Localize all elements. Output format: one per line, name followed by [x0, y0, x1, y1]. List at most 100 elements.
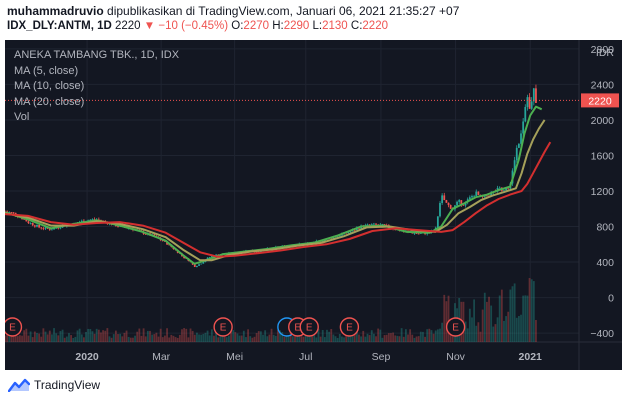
volume-bar	[415, 336, 418, 342]
legend-title: ANEKA TAMBANG TBK., 1D, IDX	[14, 49, 180, 61]
volume-bar	[193, 334, 196, 342]
legend-vol[interactable]: Vol	[14, 111, 30, 123]
legend-ma5[interactable]: MA (5, close)	[14, 64, 79, 77]
earnings-marker[interactable]: E	[445, 317, 466, 337]
volume-bar	[398, 336, 401, 342]
volume-bar	[253, 336, 256, 342]
volume-bar	[381, 337, 384, 342]
ma10-line	[5, 119, 546, 262]
volume-bar	[494, 324, 497, 342]
volume-bar	[317, 328, 320, 342]
volume-bar	[364, 336, 367, 342]
volume-bar	[259, 331, 262, 342]
volume-bar	[330, 328, 333, 342]
earnings-marker-circle	[299, 317, 319, 337]
volume-bar	[490, 305, 493, 342]
volume-bar	[426, 329, 429, 342]
volume-bar	[336, 337, 339, 342]
volume-bar	[6, 329, 9, 342]
volume-bar	[332, 334, 335, 342]
volume-bar	[129, 337, 132, 342]
candle-body	[383, 224, 386, 226]
volume-bar	[87, 328, 90, 342]
last-price: 2220	[115, 20, 141, 32]
earnings-marker[interactable]: E	[5, 317, 23, 337]
volume-bar	[277, 329, 279, 342]
legend-ma20[interactable]: MA (20, close)	[14, 95, 85, 108]
chart-legend: ANEKA TAMBANG TBK., 1D, IDX MA (5, close…	[14, 48, 179, 126]
volume-bar	[500, 289, 503, 342]
volume-bar	[155, 332, 158, 342]
earnings-marker[interactable]: E	[299, 317, 319, 337]
earnings-marker[interactable]: E	[339, 317, 360, 337]
low-value: 2130	[322, 20, 348, 32]
volume-bar	[240, 335, 243, 342]
volume-bar	[481, 309, 484, 342]
legend-ma10[interactable]: MA (10, close)	[14, 80, 85, 92]
low-label: L:	[312, 20, 323, 32]
volume-bar	[217, 337, 220, 342]
volume-bar	[358, 334, 360, 342]
grid-lines	[5, 40, 622, 370]
volume-bar	[93, 333, 96, 342]
volume-bar	[29, 331, 32, 342]
candle-body	[80, 220, 83, 223]
volume-bar	[520, 314, 522, 342]
volume-bar	[106, 328, 109, 342]
volume-bar	[413, 337, 416, 342]
volume-bar	[498, 295, 501, 342]
candle-body	[415, 233, 418, 234]
candle-body	[40, 227, 43, 229]
volume-bar	[436, 329, 439, 342]
volume-bar	[95, 328, 98, 342]
volume-bar	[189, 328, 192, 342]
time-axis[interactable]: 2020 Mar Mei Jul Sep Nov 2021	[75, 351, 542, 363]
candle-body	[475, 191, 478, 196]
volume-bar	[85, 331, 87, 342]
volume-bar	[298, 332, 301, 342]
candle-body	[458, 200, 461, 202]
x-tick-label: Nov	[446, 351, 465, 363]
candle-body	[372, 223, 375, 225]
volume-bar	[466, 328, 469, 342]
candle-body	[208, 257, 211, 258]
volume-bar	[304, 330, 307, 342]
candle-body	[200, 263, 203, 265]
candle-body	[14, 212, 17, 215]
candle-body	[198, 264, 200, 266]
candle-body	[44, 227, 47, 229]
volume-bar	[468, 308, 471, 342]
volume-bar	[530, 279, 533, 342]
volume-bar	[355, 330, 358, 342]
volume-bar	[236, 333, 239, 342]
earnings-marker[interactable]: E	[213, 317, 233, 337]
footer: TradingView	[8, 375, 100, 395]
volume-bar	[164, 335, 166, 342]
volume-bar	[215, 330, 218, 342]
volume-bar	[40, 336, 43, 342]
volume-bar	[375, 336, 377, 342]
footer-brand: TradingView	[34, 378, 101, 392]
y-tick-label: 2400	[591, 79, 615, 91]
candle-body	[513, 160, 516, 171]
y-tick-label: 1600	[591, 150, 615, 162]
volume-bar	[377, 328, 380, 342]
volume-bar	[42, 328, 45, 342]
volume-bar	[76, 330, 79, 342]
volume-bar	[505, 316, 507, 342]
volume-bar	[70, 335, 73, 342]
volume-bar	[174, 337, 177, 342]
volume-bar	[383, 335, 386, 342]
volume-bar	[257, 331, 260, 342]
earnings-marker-letter: E	[452, 323, 459, 334]
candle-body	[441, 195, 444, 204]
volume-bar	[38, 333, 41, 342]
volume-bar	[345, 331, 348, 342]
volume-bar	[185, 328, 188, 342]
volume-bar	[285, 336, 288, 342]
candle-body	[91, 219, 94, 221]
volume-bar	[279, 330, 281, 342]
